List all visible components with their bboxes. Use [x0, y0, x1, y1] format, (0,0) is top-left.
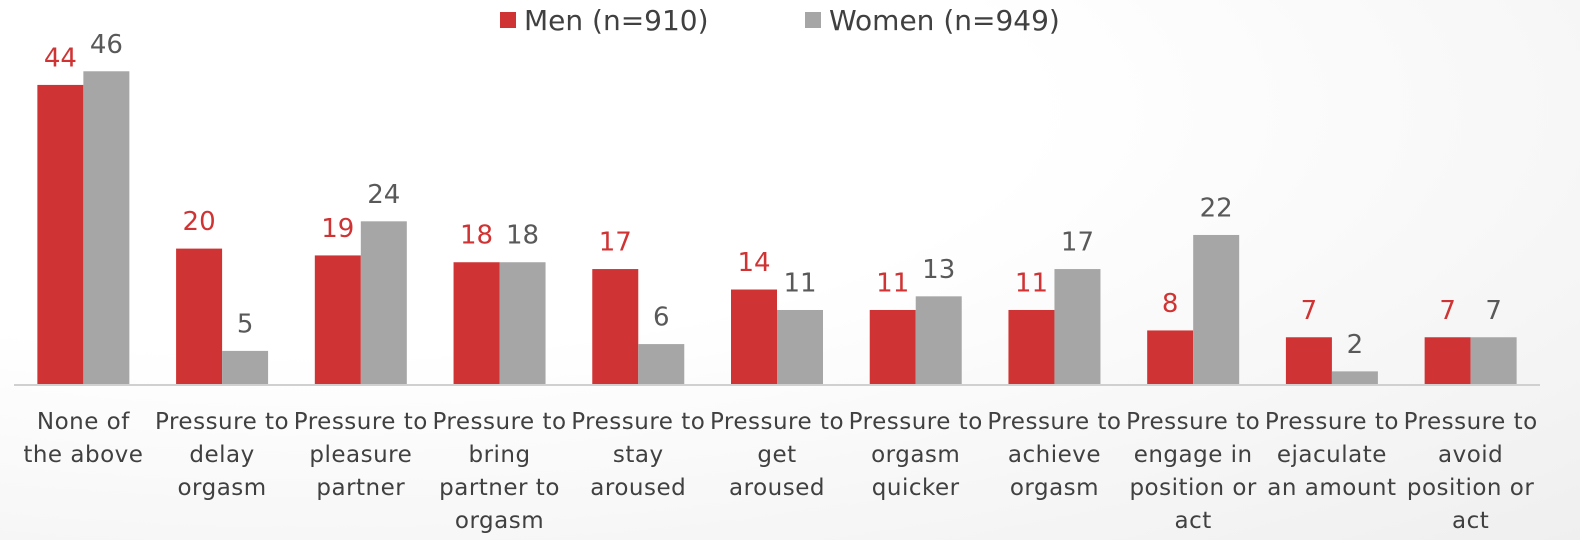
x-tick-label: Pressure to orgasm quicker: [848, 409, 983, 501]
legend-label: Women (n=949): [829, 4, 1060, 37]
bar: [1008, 309, 1055, 385]
value-label: 13: [922, 255, 955, 285]
value-label: 18: [506, 221, 539, 251]
bar: [314, 255, 361, 385]
bar: [1424, 337, 1471, 385]
x-tick-label: Pressure to delay orgasm: [155, 409, 290, 501]
bar: [37, 84, 84, 386]
bar: [1285, 337, 1332, 385]
x-tick-label: Pressure to bring partner to orgasm: [432, 409, 567, 534]
value-label: 20: [183, 207, 216, 237]
bar: [1470, 337, 1517, 385]
bar: [1193, 234, 1240, 385]
x-tick-label: Pressure to achieve orgasm: [987, 409, 1122, 501]
bar: [777, 309, 823, 385]
bar: [453, 262, 500, 385]
legend-swatch: [805, 12, 821, 28]
bar: [592, 269, 639, 385]
x-tick-label: Pressure to engage in position or act: [1126, 409, 1261, 534]
legend-swatch: [500, 12, 516, 28]
value-label: 2: [1347, 330, 1364, 360]
value-label: 46: [90, 30, 123, 60]
value-label: 7: [1485, 296, 1502, 326]
x-tick-label: Pressure to avoid position or act: [1403, 409, 1538, 534]
value-label: 11: [876, 268, 909, 298]
value-label: 11: [1015, 268, 1048, 298]
legend-label: Men (n=910): [524, 4, 709, 37]
value-label: 7: [1301, 296, 1318, 326]
value-label: 7: [1439, 296, 1456, 326]
value-label: 6: [653, 303, 670, 333]
bar: [915, 296, 962, 385]
bar: [1147, 330, 1194, 385]
value-label: 22: [1200, 193, 1233, 223]
value-label: 19: [321, 214, 354, 244]
value-label: 24: [367, 180, 400, 210]
value-label: 5: [237, 309, 254, 339]
value-label: 18: [460, 221, 493, 251]
bar: [176, 248, 223, 385]
bar: [1331, 371, 1378, 385]
x-tick-label: Pressure to stay aroused: [571, 409, 706, 501]
x-tick-label: Pressure to pleasure partner: [293, 409, 428, 501]
value-label: 17: [1061, 228, 1094, 258]
value-label: 14: [737, 248, 770, 278]
value-label: 11: [783, 268, 816, 298]
bar: [222, 350, 269, 385]
value-label: 8: [1162, 289, 1179, 319]
bar: [869, 309, 916, 385]
bar: [83, 71, 130, 385]
x-tick-label: None of the above: [23, 409, 144, 468]
x-tick-label: Pressure to get aroused: [709, 409, 845, 501]
bar: [360, 221, 407, 385]
value-label: 44: [44, 43, 77, 73]
bar: [638, 344, 685, 385]
value-label: 17: [599, 228, 632, 258]
bar: [1054, 269, 1101, 385]
bar: [731, 289, 777, 385]
x-tick-label: Pressure to ejaculate an amount: [1264, 409, 1399, 501]
bar: [499, 262, 546, 385]
